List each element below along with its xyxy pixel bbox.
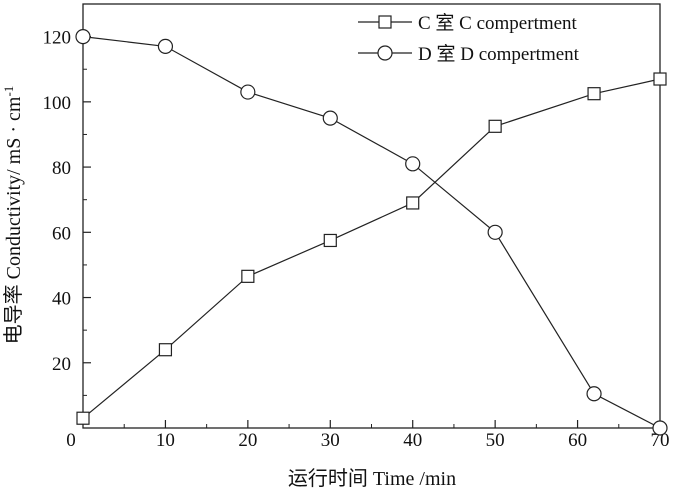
data-point-square (241, 269, 255, 283)
series-line (82, 78, 661, 419)
axes: 0 10 20 30 40 50 60 70 20 40 60 80 100 120 (43, 3, 670, 451)
x-tick-label: 30 (321, 430, 340, 451)
series-circle (75, 29, 668, 436)
legend-label: C 室 C compertment (418, 12, 578, 34)
series-layer (75, 29, 668, 436)
data-point-square (488, 119, 502, 133)
data-point-circle (405, 156, 421, 172)
x-tick-label: 60 (568, 430, 587, 451)
x-tick-label: 40 (403, 430, 422, 451)
legend-marker-circle (377, 45, 393, 61)
y-tick-label: 40 (52, 289, 71, 310)
x-tick-label: 20 (238, 430, 257, 451)
data-point-square (406, 196, 420, 210)
data-point-square (587, 87, 601, 101)
plot-frame (82, 3, 661, 429)
y-tick-label: 60 (52, 223, 71, 244)
y-axis-label-main: 电导率 Conductivity/ mS · cm (2, 96, 25, 344)
data-point-circle (75, 29, 91, 45)
data-point-circle (652, 420, 668, 436)
data-point-square (653, 72, 667, 86)
data-point-circle (157, 38, 174, 55)
data-point-circle (487, 224, 503, 240)
y-tick-label: 120 (43, 28, 72, 49)
legend: C 室 C compertment D 室 D compertment (358, 12, 580, 65)
x-tick-label: 0 (66, 430, 76, 451)
y-axis-label-superscript: -1 (1, 86, 16, 97)
x-axis-label: 运行时间 Time /min (288, 467, 456, 490)
x-tick-label: 10 (156, 430, 175, 451)
series-square (76, 72, 667, 425)
series-line (82, 36, 661, 429)
x-tick-label: 50 (486, 430, 505, 451)
data-point-square (323, 233, 337, 248)
data-point-circle (240, 84, 256, 100)
x-tick-label: 70 (651, 430, 670, 451)
legend-entry: C 室 C compertment (358, 12, 578, 34)
data-point-square (76, 411, 90, 425)
data-point-circle (322, 110, 338, 126)
y-tick-label: 100 (43, 93, 72, 114)
y-axis-label: 电导率 Conductivity/ mS · cm-1 (1, 86, 25, 345)
legend-label: D 室 D compertment (418, 43, 580, 65)
y-tick-label: 20 (52, 354, 71, 375)
y-tick-label: 80 (52, 158, 71, 179)
data-point-square (158, 343, 173, 357)
data-point-circle (586, 386, 602, 402)
legend-entry: D 室 D compertment (358, 43, 580, 65)
legend-marker-square (378, 15, 392, 29)
